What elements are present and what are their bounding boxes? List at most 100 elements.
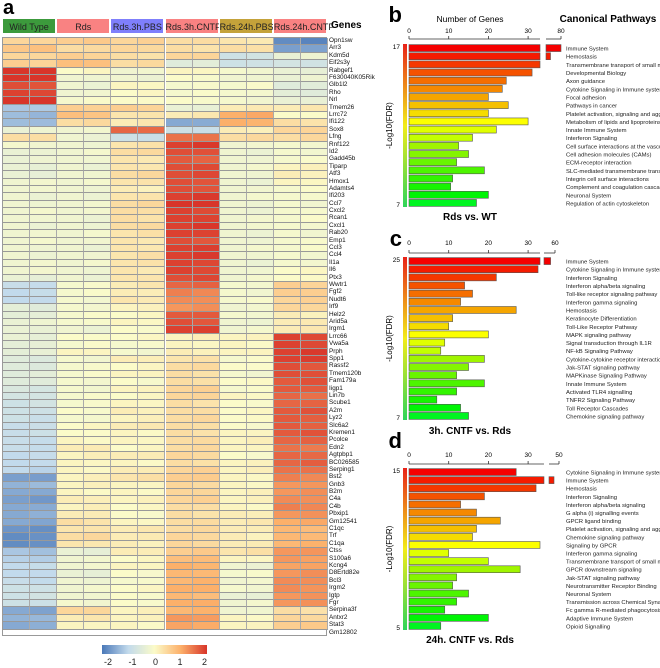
heatmap-cell xyxy=(273,119,301,127)
heatmap-cell xyxy=(138,511,166,519)
heatmap-cell xyxy=(165,385,193,393)
heatmap-cell xyxy=(273,585,301,593)
gene-label: Emp1 xyxy=(329,236,346,244)
bar xyxy=(408,508,477,517)
heatmap-cell xyxy=(138,563,166,571)
heatmap-cell xyxy=(165,355,193,364)
heatmap-cell xyxy=(300,378,328,386)
heatmap-cell xyxy=(111,38,139,46)
heatmap-cell xyxy=(57,111,85,120)
heatmap-cell xyxy=(246,415,274,423)
heatmap-cell xyxy=(165,230,193,238)
heatmap-cell xyxy=(273,437,301,445)
heatmap-cell xyxy=(84,437,112,445)
gene-label: Ptx3 xyxy=(329,273,342,281)
heatmap-cell xyxy=(246,622,274,630)
bar xyxy=(408,85,503,93)
x-tick-label: 20 xyxy=(485,452,493,459)
heatmap-cell xyxy=(192,622,220,630)
heatmap-cell xyxy=(165,134,193,142)
heatmap-cell xyxy=(57,126,85,135)
heatmap-cell xyxy=(111,296,139,305)
heatmap-cell xyxy=(273,503,301,512)
heatmap-cell xyxy=(57,341,85,349)
bar xyxy=(408,125,497,134)
bar xyxy=(408,289,473,298)
heatmap-cell xyxy=(138,252,166,260)
heatmap-cell xyxy=(30,163,58,172)
heatmap-cell xyxy=(3,156,31,164)
bar xyxy=(408,166,485,175)
heatmap-cell xyxy=(165,141,193,149)
heatmap-cell xyxy=(219,400,247,408)
heatmap-cell xyxy=(300,592,328,601)
heatmap-cell xyxy=(192,540,220,549)
heatmap-cell xyxy=(84,141,112,149)
bar xyxy=(408,597,457,606)
heatmap-cell xyxy=(219,622,247,630)
heatmap-cell xyxy=(111,200,139,209)
heatmap-cell xyxy=(57,363,85,371)
heatmap-cell xyxy=(219,148,247,157)
heatmap-cell xyxy=(273,245,301,253)
heatmap-cell xyxy=(300,82,328,90)
heatmap-cell xyxy=(165,111,193,120)
heatmap-cell xyxy=(138,422,166,430)
heatmap-cell xyxy=(3,526,31,534)
heatmap-cell xyxy=(300,600,328,608)
pathway-label: MAPKinase Signaling Pathway xyxy=(566,374,647,380)
heatmap-cell xyxy=(30,326,58,334)
heatmap-cell xyxy=(30,215,58,223)
heatmap-cell xyxy=(246,60,274,68)
heatmap-cell xyxy=(3,163,31,172)
heatmap-cell xyxy=(111,171,139,179)
heatmap-cell xyxy=(57,474,85,482)
heatmap-cell xyxy=(300,141,328,149)
heatmap-cell xyxy=(165,215,193,223)
heatmap-cell xyxy=(165,518,193,527)
genes-header: Genes xyxy=(331,20,362,31)
bar xyxy=(408,306,517,314)
heatmap-cell xyxy=(300,570,328,578)
heatmap-cell xyxy=(84,185,112,194)
heatmap-cell xyxy=(300,274,328,283)
gene-label: Spp1 xyxy=(329,354,344,362)
heatmap-cell xyxy=(138,119,166,127)
heatmap-cell xyxy=(111,540,139,549)
pathway-label: Complement and coagulation cascades xyxy=(566,185,660,191)
heatmap-cell xyxy=(273,171,301,179)
heatmap-cell xyxy=(192,370,220,379)
y-tick-label: 25 xyxy=(393,257,401,264)
heatmap-cell xyxy=(273,481,301,490)
heatmap-cell xyxy=(111,503,139,512)
bar xyxy=(408,60,541,69)
pathway-label: SLC-mediated transmembrane transport xyxy=(566,169,660,175)
heatmap-cell xyxy=(3,304,31,312)
heatmap-cell xyxy=(273,607,301,615)
heatmap-cell xyxy=(111,311,139,319)
heatmap-cell xyxy=(57,355,85,364)
gene-label: Fam179a xyxy=(329,377,356,385)
heatmap-cell xyxy=(84,82,112,90)
heatmap-cell xyxy=(138,178,166,186)
heatmap-cell xyxy=(30,289,58,297)
heatmap-cell xyxy=(30,200,58,209)
heatmap-cell xyxy=(138,111,166,120)
heatmap-cell xyxy=(84,252,112,260)
pathway-label: Interferon gamma signaling xyxy=(566,552,637,558)
heatmap-cell xyxy=(57,407,85,416)
heatmap-cell xyxy=(57,289,85,297)
heatmap-cell xyxy=(57,607,85,615)
heatmap-cell xyxy=(111,466,139,475)
bar xyxy=(408,101,509,109)
panel-letter-c: c xyxy=(390,226,402,251)
heatmap-cell xyxy=(300,452,328,460)
heatmap-cell xyxy=(273,200,301,209)
heatmap-cell xyxy=(3,134,31,142)
heatmap-cell xyxy=(84,496,112,504)
heatmap-cell xyxy=(219,511,247,519)
heatmap-cell xyxy=(111,452,139,460)
heatmap-cell xyxy=(84,585,112,593)
gene-label: Serping1 xyxy=(329,465,355,473)
color-scale-tick: -2 xyxy=(104,657,113,667)
